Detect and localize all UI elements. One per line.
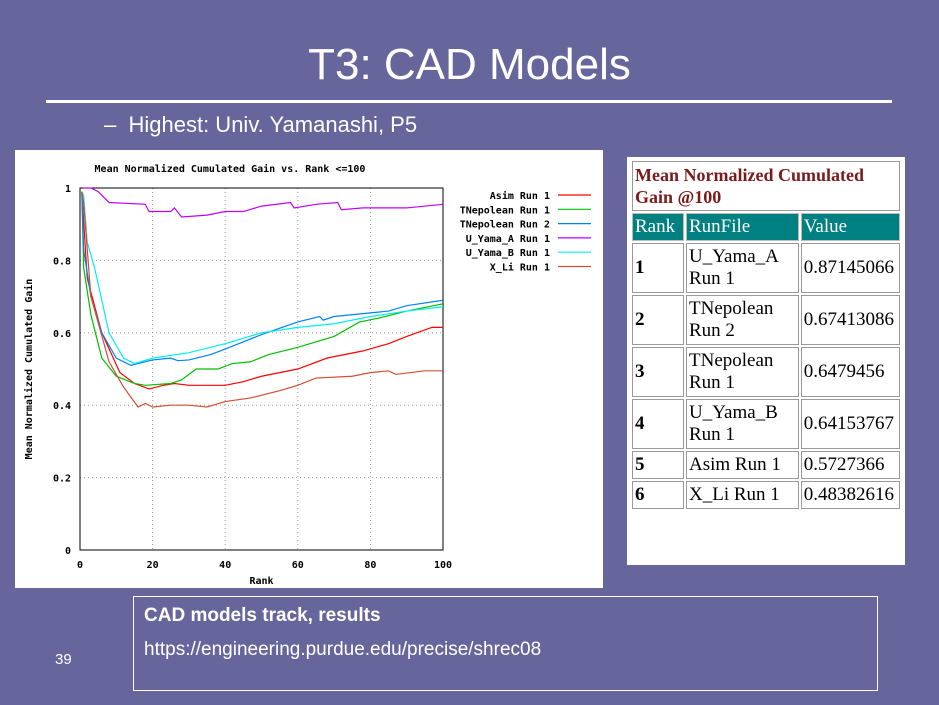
results-table: Mean Normalized Cumulated Gain @100 Rank…	[630, 159, 902, 511]
legend-label: TNepolean Run 1	[460, 205, 550, 216]
table-row: 4 U_Yama_B Run 1 0.64153767	[632, 399, 900, 449]
source-box: CAD models track, results https://engine…	[133, 596, 878, 691]
cell-rank: 2	[632, 295, 684, 345]
x-tick-label: 0	[77, 560, 83, 571]
cell-runfile: TNepolean Run 2	[686, 295, 799, 345]
cell-rank: 1	[632, 243, 684, 293]
source-url[interactable]: https://engineering.purdue.edu/precise/s…	[144, 639, 542, 660]
legend-label: U_Yama_B Run 1	[466, 248, 550, 259]
header-rank: Rank	[632, 213, 684, 241]
x-axis-label: Rank	[249, 576, 273, 587]
x-tick-label: 20	[147, 560, 159, 571]
cell-rank: 6	[632, 481, 684, 509]
bullet-text: Highest: Univ. Yamanashi, P5	[128, 112, 418, 137]
slide-title: T3: CAD Models	[308, 40, 631, 89]
y-tick-label: 0.2	[53, 474, 71, 485]
x-tick-label: 80	[364, 560, 376, 571]
bullet-marker: –	[104, 112, 117, 137]
series-line	[81, 191, 443, 390]
legend-label: U_Yama_A Run 1	[466, 234, 550, 245]
cell-value: 0.67413086	[800, 295, 900, 345]
legend-label: X_Li Run 1	[490, 262, 550, 274]
table-row: 5 Asim Run 1 0.5727366	[632, 451, 900, 479]
y-tick-label: 0.6	[53, 329, 71, 340]
cell-value: 0.87145066	[800, 243, 900, 293]
source-heading: CAD models track, results	[144, 605, 381, 626]
table-row: 1 U_Yama_A Run 1 0.87145066	[632, 243, 900, 293]
cell-value: 0.48382616	[800, 481, 900, 509]
y-axis-label: Mean Normalized Cumulated Gain	[23, 279, 35, 460]
cell-runfile: U_Yama_A Run 1	[686, 243, 799, 293]
y-tick-label: 0	[65, 546, 71, 557]
series-line	[81, 191, 444, 365]
plot-frame	[79, 187, 444, 551]
series-line	[81, 191, 444, 367]
legend-label: Asim Run 1	[490, 190, 550, 202]
header-value: Value	[800, 213, 900, 241]
series-line	[81, 191, 444, 386]
table-caption: Mean Normalized Cumulated Gain @100	[632, 161, 900, 211]
y-tick-label: 0.8	[53, 256, 71, 267]
series-line	[81, 191, 443, 408]
table-row: 6 X_Li Run 1 0.48382616	[632, 481, 900, 509]
cell-rank: 3	[632, 347, 684, 397]
cell-rank: 5	[632, 451, 684, 479]
line-chart: 0 20 40 60 80 100 0 0.2 0.4 0.6 0.8 1 Mean Normalize…	[23, 163, 591, 587]
cell-rank: 4	[632, 399, 684, 449]
cell-runfile: X_Li Run 1	[686, 481, 799, 509]
x-tick-label: 60	[292, 560, 304, 571]
series-line	[83, 187, 444, 218]
cell-value: 0.6479456	[800, 347, 900, 397]
cell-value: 0.5727366	[800, 451, 900, 479]
table-row: 3 TNepolean Run 1 0.6479456	[632, 347, 900, 397]
x-tick-label: 40	[219, 560, 231, 571]
page-number: 39	[55, 651, 72, 668]
y-tick-label: 0.4	[53, 401, 71, 412]
x-tick-label: 100	[434, 560, 452, 571]
title-divider	[46, 100, 892, 103]
cell-value: 0.64153767	[800, 399, 900, 449]
header-runfile: RunFile	[686, 213, 799, 241]
y-tick-label: 1	[65, 184, 71, 195]
chart-panel: 0 20 40 60 80 100 0 0.2 0.4 0.6 0.8 1 Mean Normalize…	[15, 150, 603, 588]
bullet-item: – Highest: Univ. Yamanashi, P5	[104, 112, 417, 138]
table-row: 2 TNepolean Run 2 0.67413086	[632, 295, 900, 345]
legend-label: TNepolean Run 2	[460, 220, 550, 231]
results-table-panel: Mean Normalized Cumulated Gain @100 Rank…	[627, 157, 905, 565]
cell-runfile: TNepolean Run 1	[686, 347, 799, 397]
cell-runfile: U_Yama_B Run 1	[686, 399, 799, 449]
chart-title: Mean Normalized Cumulated Gain vs. Rank …	[95, 163, 366, 175]
cell-runfile: Asim Run 1	[686, 451, 799, 479]
